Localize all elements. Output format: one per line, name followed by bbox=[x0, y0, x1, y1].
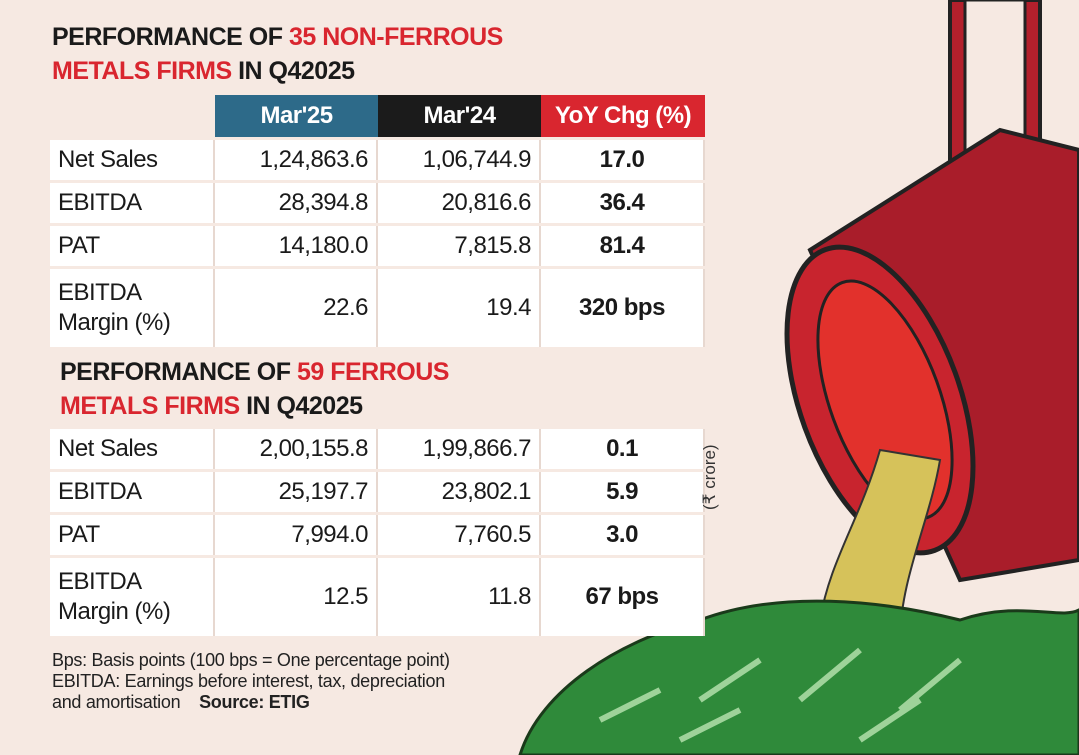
change-cell: 3.0 bbox=[541, 515, 705, 555]
row-label: EBITDA Margin (%) bbox=[50, 269, 215, 347]
title-highlight: 35 NON-FERROUS METALS FIRMS bbox=[52, 23, 503, 85]
cell: 25,197.7 bbox=[215, 472, 378, 512]
title-lead: PERFORMANCE OF bbox=[60, 358, 291, 386]
change-cell: 67 bps bbox=[541, 558, 705, 636]
change-cell: 5.9 bbox=[541, 472, 705, 512]
footnote: Bps: Basis points (100 bps = One percent… bbox=[52, 650, 450, 670]
title-tail: IN Q42025 bbox=[238, 57, 355, 85]
cell: 20,816.6 bbox=[378, 183, 541, 223]
column-header: Mar'24 bbox=[378, 95, 541, 137]
table: Mar'25 Mar'24 YoY Chg (%) Net Sales 1,24,863… bbox=[50, 92, 705, 350]
cell: 14,180.0 bbox=[215, 226, 378, 266]
unit-note: (₹ crore) bbox=[700, 444, 719, 510]
column-header: Mar'25 bbox=[215, 95, 378, 137]
cell: 1,24,863.6 bbox=[215, 140, 378, 180]
row-label: Net Sales bbox=[50, 140, 215, 180]
cell: 12.5 bbox=[215, 558, 378, 636]
cell: 1,99,866.7 bbox=[378, 429, 541, 469]
title-lead: PERFORMANCE OF bbox=[52, 23, 283, 51]
row-label: PAT bbox=[50, 226, 215, 266]
cell: 7,815.8 bbox=[378, 226, 541, 266]
section-title: PERFORMANCE OF 35 NON-FERROUS METALS FIR… bbox=[52, 20, 532, 88]
data-row: PAT 7,994.0 7,760.5 3.0 bbox=[50, 515, 705, 555]
cell: 22.6 bbox=[215, 269, 378, 347]
data-row: EBITDA Margin (%) 12.5 11.8 67 bps bbox=[50, 558, 705, 636]
money-notes bbox=[598, 647, 962, 743]
table: Net Sales 2,00,155.8 1,99,866.7 0.1 EBITDA 25… bbox=[50, 426, 705, 639]
money-pile bbox=[518, 599, 1079, 755]
column-header: YoY Chg (%) bbox=[541, 95, 705, 137]
cell: 1,06,744.9 bbox=[378, 140, 541, 180]
data-row: EBITDA Margin (%) 22.6 19.4 320 bps bbox=[50, 269, 705, 347]
cell: 7,994.0 bbox=[215, 515, 378, 555]
footnotes: Bps: Basis points (100 bps = One percent… bbox=[52, 650, 450, 713]
row-label: EBITDA bbox=[50, 183, 215, 223]
cell: 19.4 bbox=[378, 269, 541, 347]
title-tail: IN Q42025 bbox=[246, 392, 363, 420]
change-cell: 0.1 bbox=[541, 429, 705, 469]
cell: 2,00,155.8 bbox=[215, 429, 378, 469]
header-spacer bbox=[50, 95, 215, 137]
data-row: EBITDA 25,197.7 23,802.1 5.9 bbox=[50, 472, 705, 512]
data-row: Net Sales 2,00,155.8 1,99,866.7 0.1 bbox=[50, 429, 705, 469]
footnote: and amortisation bbox=[52, 692, 181, 712]
row-label: EBITDA bbox=[50, 472, 215, 512]
row-label: EBITDA Margin (%) bbox=[50, 558, 215, 636]
cell: 7,760.5 bbox=[378, 515, 541, 555]
section-title: PERFORMANCE OF 59 FERROUS METALS FIRMS I… bbox=[60, 355, 480, 423]
cell: 11.8 bbox=[378, 558, 541, 636]
header-row: Mar'25 Mar'24 YoY Chg (%) bbox=[50, 95, 705, 137]
change-cell: 17.0 bbox=[541, 140, 705, 180]
title-highlight: 59 FERROUS METALS FIRMS bbox=[60, 358, 449, 420]
cell: 23,802.1 bbox=[378, 472, 541, 512]
source: Source: ETIG bbox=[199, 692, 310, 712]
footnote: EBITDA: Earnings before interest, tax, d… bbox=[52, 671, 445, 691]
footnote-line: and amortisation Source: ETIG bbox=[52, 692, 450, 713]
row-label: PAT bbox=[50, 515, 215, 555]
row-label: Net Sales bbox=[50, 429, 215, 469]
data-row: EBITDA 28,394.8 20,816.6 36.4 bbox=[50, 183, 705, 223]
change-cell: 81.4 bbox=[541, 226, 705, 266]
change-cell: 36.4 bbox=[541, 183, 705, 223]
cell: 28,394.8 bbox=[215, 183, 378, 223]
data-row: Net Sales 1,24,863.6 1,06,744.9 17.0 bbox=[50, 140, 705, 180]
data-row: PAT 14,180.0 7,815.8 81.4 bbox=[50, 226, 705, 266]
change-cell: 320 bps bbox=[541, 269, 705, 347]
